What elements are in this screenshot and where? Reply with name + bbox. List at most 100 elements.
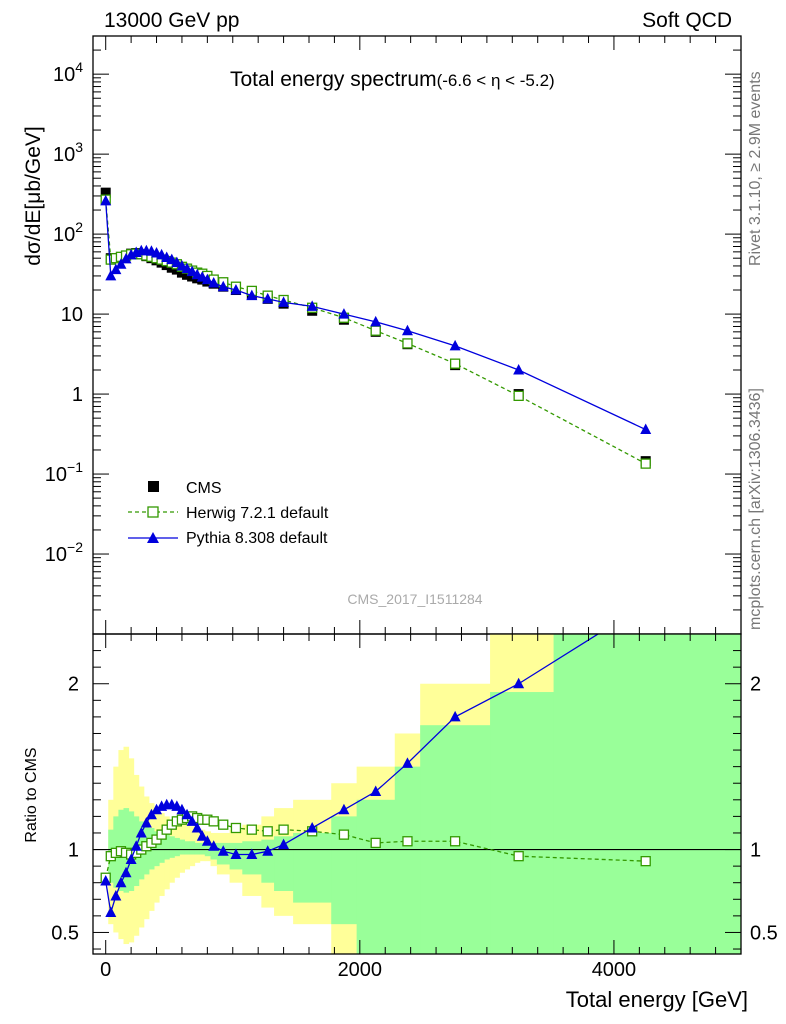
inner-band-bin [189,841,196,855]
herwig-point [402,338,413,349]
main-plot-title: Total energy spectrum(-6.6 < η < -5.2) [230,68,555,91]
ratio-y-tick-label-left: 1 [68,840,79,862]
inner-band-bin [184,841,191,855]
pythia-ratio-point [135,826,147,838]
herwig-ratio-point [230,822,242,834]
pythia-ratio-point [181,808,193,820]
inner-band-bin [174,837,180,857]
main-y-tick-label: 1 [72,384,83,406]
pythia-ratio-point [105,906,117,918]
ratio-plot-tick-labels: 0.5 0.5 1 1 2 2 0 2000 4000 [51,674,778,981]
main-y-tick-label: 102 [53,219,83,246]
herwig-ratio-point [449,836,461,847]
main-y-tick-label: 103 [53,139,83,166]
pythia-ratio-point [262,845,274,856]
legend-entry-herwig: Herwig 7.2.1 default [128,505,329,522]
inner-band-bin [169,836,175,858]
inner-band-bin [490,692,555,954]
legend-entry-pythia: Pythia 8.308 default [128,530,328,547]
header-left-label: 13000 GeV pp [104,9,239,32]
ratio-x-tick-label: 0 [100,959,111,981]
pythia-ratio-point [196,830,208,841]
pythia-ratio-point [176,803,188,815]
herwig-point [640,458,651,469]
pythia-ratio-point [306,821,318,833]
pythia-point [110,263,122,275]
herwig-ratio-point [208,816,219,827]
pythia-point [201,273,213,285]
legend-entry-cms: CMS [148,480,222,497]
ratio-uncertainty-bands [108,634,741,954]
inner-band-bin [199,842,206,855]
ratio-x-tick-label: 2000 [338,959,383,981]
legend: CMS Herwig 7.2.1 default Pythia 8.308 de… [128,480,329,547]
pythia-line [105,200,646,431]
pythia-ratio-point [401,757,413,768]
legend-marker-herwig [147,506,159,518]
pythia-point [640,423,652,435]
herwig-ratio-point [338,829,350,840]
legend-label-pythia: Pythia 8.308 default [186,530,328,547]
pythia-point [105,269,117,281]
pythia-point [115,258,127,269]
rivet-version-label: Rivet 3.1.10, ≥ 2.9M events [747,71,764,266]
herwig-ratio-point [370,837,381,849]
main-y-tick-label: 10−1 [45,459,83,486]
inner-band-bin [148,827,155,870]
herwig-ratio-point [218,819,229,830]
main-y-tick-label: 10 [61,304,83,326]
herwig-ratio-point [246,824,257,835]
main-plot-title-sub: (-6.6 < η < -5.2) [437,71,555,90]
ratio-plot-panel: 0.5 0.5 1 1 2 2 0 2000 4000 Ratio to CMS Total e… [23,598,778,1012]
pythia-point [401,324,413,336]
pythia-ratio-point [513,677,525,689]
ratio-plot-frame [92,633,742,955]
pythia-ratio-point [230,848,242,860]
pythia-point [208,276,220,288]
pythia-ratio-point [140,817,152,828]
pythia-ratio-point [449,710,461,722]
pythia-point [230,284,242,295]
ratio-y-tick-label-right: 0.5 [750,922,778,944]
herwig-ratio-point [262,826,273,837]
main-plot-series [100,187,652,469]
herwig-ratio-point [513,851,524,862]
pythia-point [100,194,112,206]
pythia-ratio-point [151,803,163,815]
legend-marker-pythia [147,532,159,543]
pythia-ratio-point [115,876,127,888]
ratio-y-tick-label-left: 2 [68,674,79,696]
ratio-plot-y-title: Ratio to CMS [23,747,40,842]
pythia-ratio-point [217,845,229,856]
legend-label-cms: CMS [186,480,222,497]
ratio-y-tick-label-right: 1 [750,840,761,862]
pythia-point [338,308,350,319]
ratio-y-tick-label-right: 2 [750,674,761,696]
ratio-plot-series [100,598,651,918]
pythia-ratio-point [246,848,258,860]
legend-marker-cms [148,481,159,492]
pythia-point [217,280,229,292]
main-plot-ticks [93,35,742,635]
pythia-point [278,296,290,307]
ratio-plot-ticks [93,634,742,954]
inner-band-bin [179,839,185,855]
herwig-point [449,358,461,369]
pythia-ratio-point [186,815,198,826]
pythia-point [246,289,258,301]
inner-band-bin [553,634,741,954]
main-plot-title-main: Total energy spectrum [230,68,437,91]
main-y-tick-label: 104 [53,59,83,86]
ratio-x-tick-label: 4000 [592,959,637,981]
pythia-ratio-point [208,840,220,851]
inner-band-bin [394,766,421,954]
pythia-ratio-point [640,598,651,609]
pythia-ratio-point [201,835,213,846]
inner-band-bin [210,842,218,860]
ratio-plot-x-title: Total energy [GeV] [566,987,748,1012]
inner-band-bin [293,832,332,903]
pythia-ratio-point [130,840,142,851]
pythia-ratio-point [100,875,112,886]
